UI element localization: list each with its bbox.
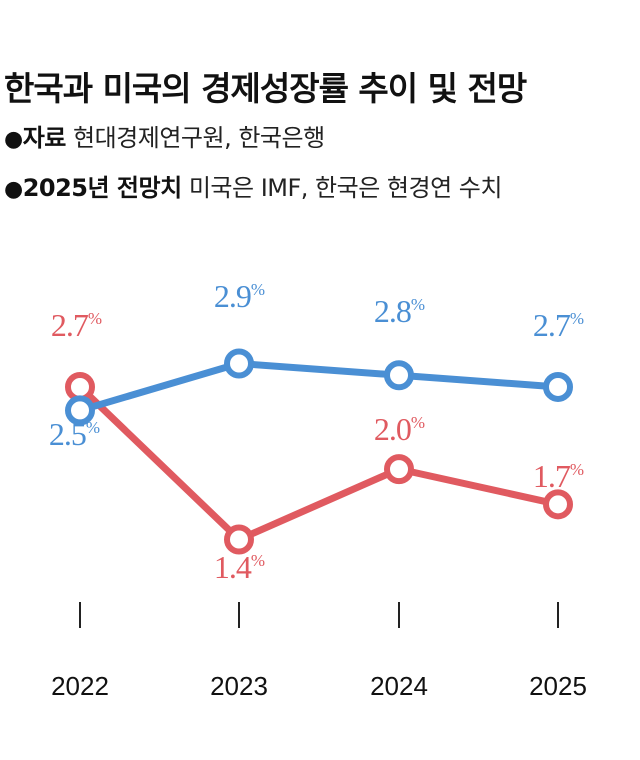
series-1-point-2023 [224,524,254,555]
forecast-bullet: ● [4,177,23,202]
series-1-point-2022 [65,371,95,402]
percent-suffix: % [251,280,265,299]
series-1-label-2023: 1.4% [214,549,265,585]
series-0-point-2024 [384,360,414,391]
series-1-label-2025: 1.7% [533,458,584,494]
percent-suffix: % [411,413,425,432]
series-1-point-2024 [384,454,414,485]
series-1-line [76,383,562,544]
chart-title: 한국과 미국의 경제성장률 추이 및 전망 [4,69,527,108]
x-tick-label-2023: 2023 [210,671,268,701]
series-0-point-2025 [543,371,573,402]
source-bullet: ● [4,127,23,152]
percent-suffix: % [88,309,102,328]
forecast-value: 미국은 IMF, 한국은 현경연 수치 [188,174,503,202]
series-0-line [76,359,562,414]
series-0-point-2022 [65,395,95,426]
forecast-note: ●2025년 전망치 미국은 IMF, 한국은 현경연 수치 [4,168,502,203]
x-tick-label-2022: 2022 [51,671,109,701]
percent-suffix: % [251,551,265,570]
forecast-label: 2025년 전망치 [22,174,182,202]
percent-suffix: % [411,295,425,314]
series-0-point-2023 [224,348,254,379]
series-0-label-2025: 2.7% [533,307,584,343]
percent-suffix: % [570,460,584,479]
series-0-label-2022: 2.5% [49,416,100,452]
source-label: 자료 [22,124,67,152]
series-1-label-2022: 2.7% [51,307,102,343]
percent-suffix: % [570,309,584,328]
x-tick-label-2024: 2024 [370,671,428,701]
series-1-label-2024: 2.0% [374,411,425,447]
series-0-label-2024: 2.8% [374,293,425,329]
source-value: 현대경제연구원, 한국은행 [73,124,325,152]
percent-suffix: % [86,418,100,437]
source-note: ●자료 현대경제연구원, 한국은행 [4,118,325,153]
series-1-point-2025 [543,489,573,520]
x-tick-label-2025: 2025 [529,671,587,701]
series-0-label-2023: 2.9% [214,278,265,314]
